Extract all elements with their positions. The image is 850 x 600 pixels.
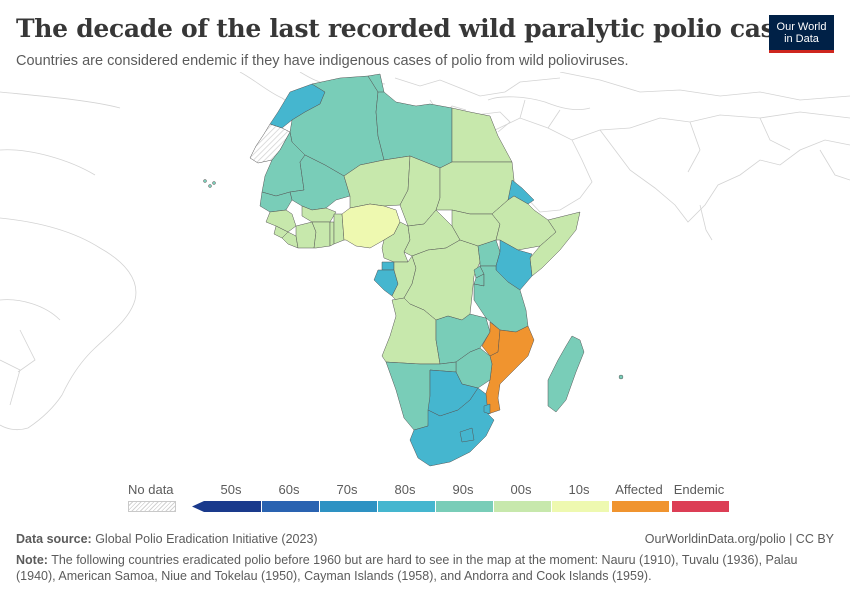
country-madagascar (547, 335, 585, 413)
choropleth-map[interactable] (0, 72, 850, 472)
legend-bin-swatch[interactable] (612, 501, 669, 512)
legend-bin-label: 00s (510, 482, 532, 497)
legend-bin-swatch[interactable] (672, 501, 729, 512)
country-cape-verde (203, 179, 207, 183)
chart-title: The decade of the last recorded wild par… (16, 14, 791, 43)
africa-countries (203, 73, 624, 467)
credit-line[interactable]: OurWorldinData.org/polio | CC BY (644, 532, 834, 546)
legend-no-data-label: No data (128, 482, 174, 497)
logo-line-1: Our World (776, 21, 827, 33)
legend-bin-swatch[interactable] (262, 501, 319, 512)
legend-bin-label: Affected (615, 482, 663, 497)
legend-bin-label: Endemic (673, 482, 725, 497)
legend-bin-swatch[interactable] (494, 501, 551, 512)
legend-open-arrow (192, 501, 204, 512)
country-togo (329, 221, 335, 247)
note-body: The following countries eradicated polio… (16, 553, 798, 583)
legend-bin-swatch[interactable] (320, 501, 377, 512)
country-lesotho (459, 427, 475, 443)
country-south-africa (409, 387, 495, 467)
country-libya (375, 91, 453, 169)
legend-bin-label: 70s (336, 482, 358, 497)
country-mauritius (618, 374, 624, 380)
country-western-sahara (249, 123, 291, 164)
legend-bin-swatch[interactable] (378, 501, 435, 512)
source-text[interactable]: Global Polio Eradication Initiative (202… (91, 532, 318, 546)
country-cote-divoire (295, 221, 317, 249)
legend-bin-swatch[interactable] (552, 501, 609, 512)
legend-bin-label: 50s (220, 482, 242, 497)
logo-line-2: in Data (784, 33, 819, 45)
country-benin (333, 213, 345, 245)
legend-bin-label: 80s (394, 482, 416, 497)
country-somalia (529, 211, 581, 277)
country-egypt (451, 107, 513, 163)
legend-bin-swatch[interactable] (436, 501, 493, 512)
owid-logo[interactable]: Our World in Data (769, 15, 834, 53)
legend-bin-label: 60s (278, 482, 300, 497)
legend-bin-swatch[interactable] (204, 501, 261, 512)
note-label: Note: (16, 553, 48, 567)
country-burkina-faso (301, 205, 337, 223)
legend-bin-label: 10s (568, 482, 590, 497)
map-legend: No data 50s 60s 70s 80s 90s 00s 10s Affected End… (0, 480, 850, 520)
source-label: Data source: (16, 532, 92, 546)
country-senegal (259, 191, 293, 213)
legend-bin-label: 90s (452, 482, 474, 497)
country-eswatini (483, 403, 491, 415)
country-equatorial-guinea (381, 261, 395, 271)
source-line: Data source: Global Polio Eradication In… (16, 532, 318, 546)
country-zambia (435, 313, 491, 365)
legend-no-data-swatch (128, 501, 176, 512)
chart-subtitle: Countries are considered endemic if they… (16, 53, 629, 69)
country-guinea (265, 209, 297, 233)
note-text: Note: The following countries eradicated… (16, 553, 836, 584)
